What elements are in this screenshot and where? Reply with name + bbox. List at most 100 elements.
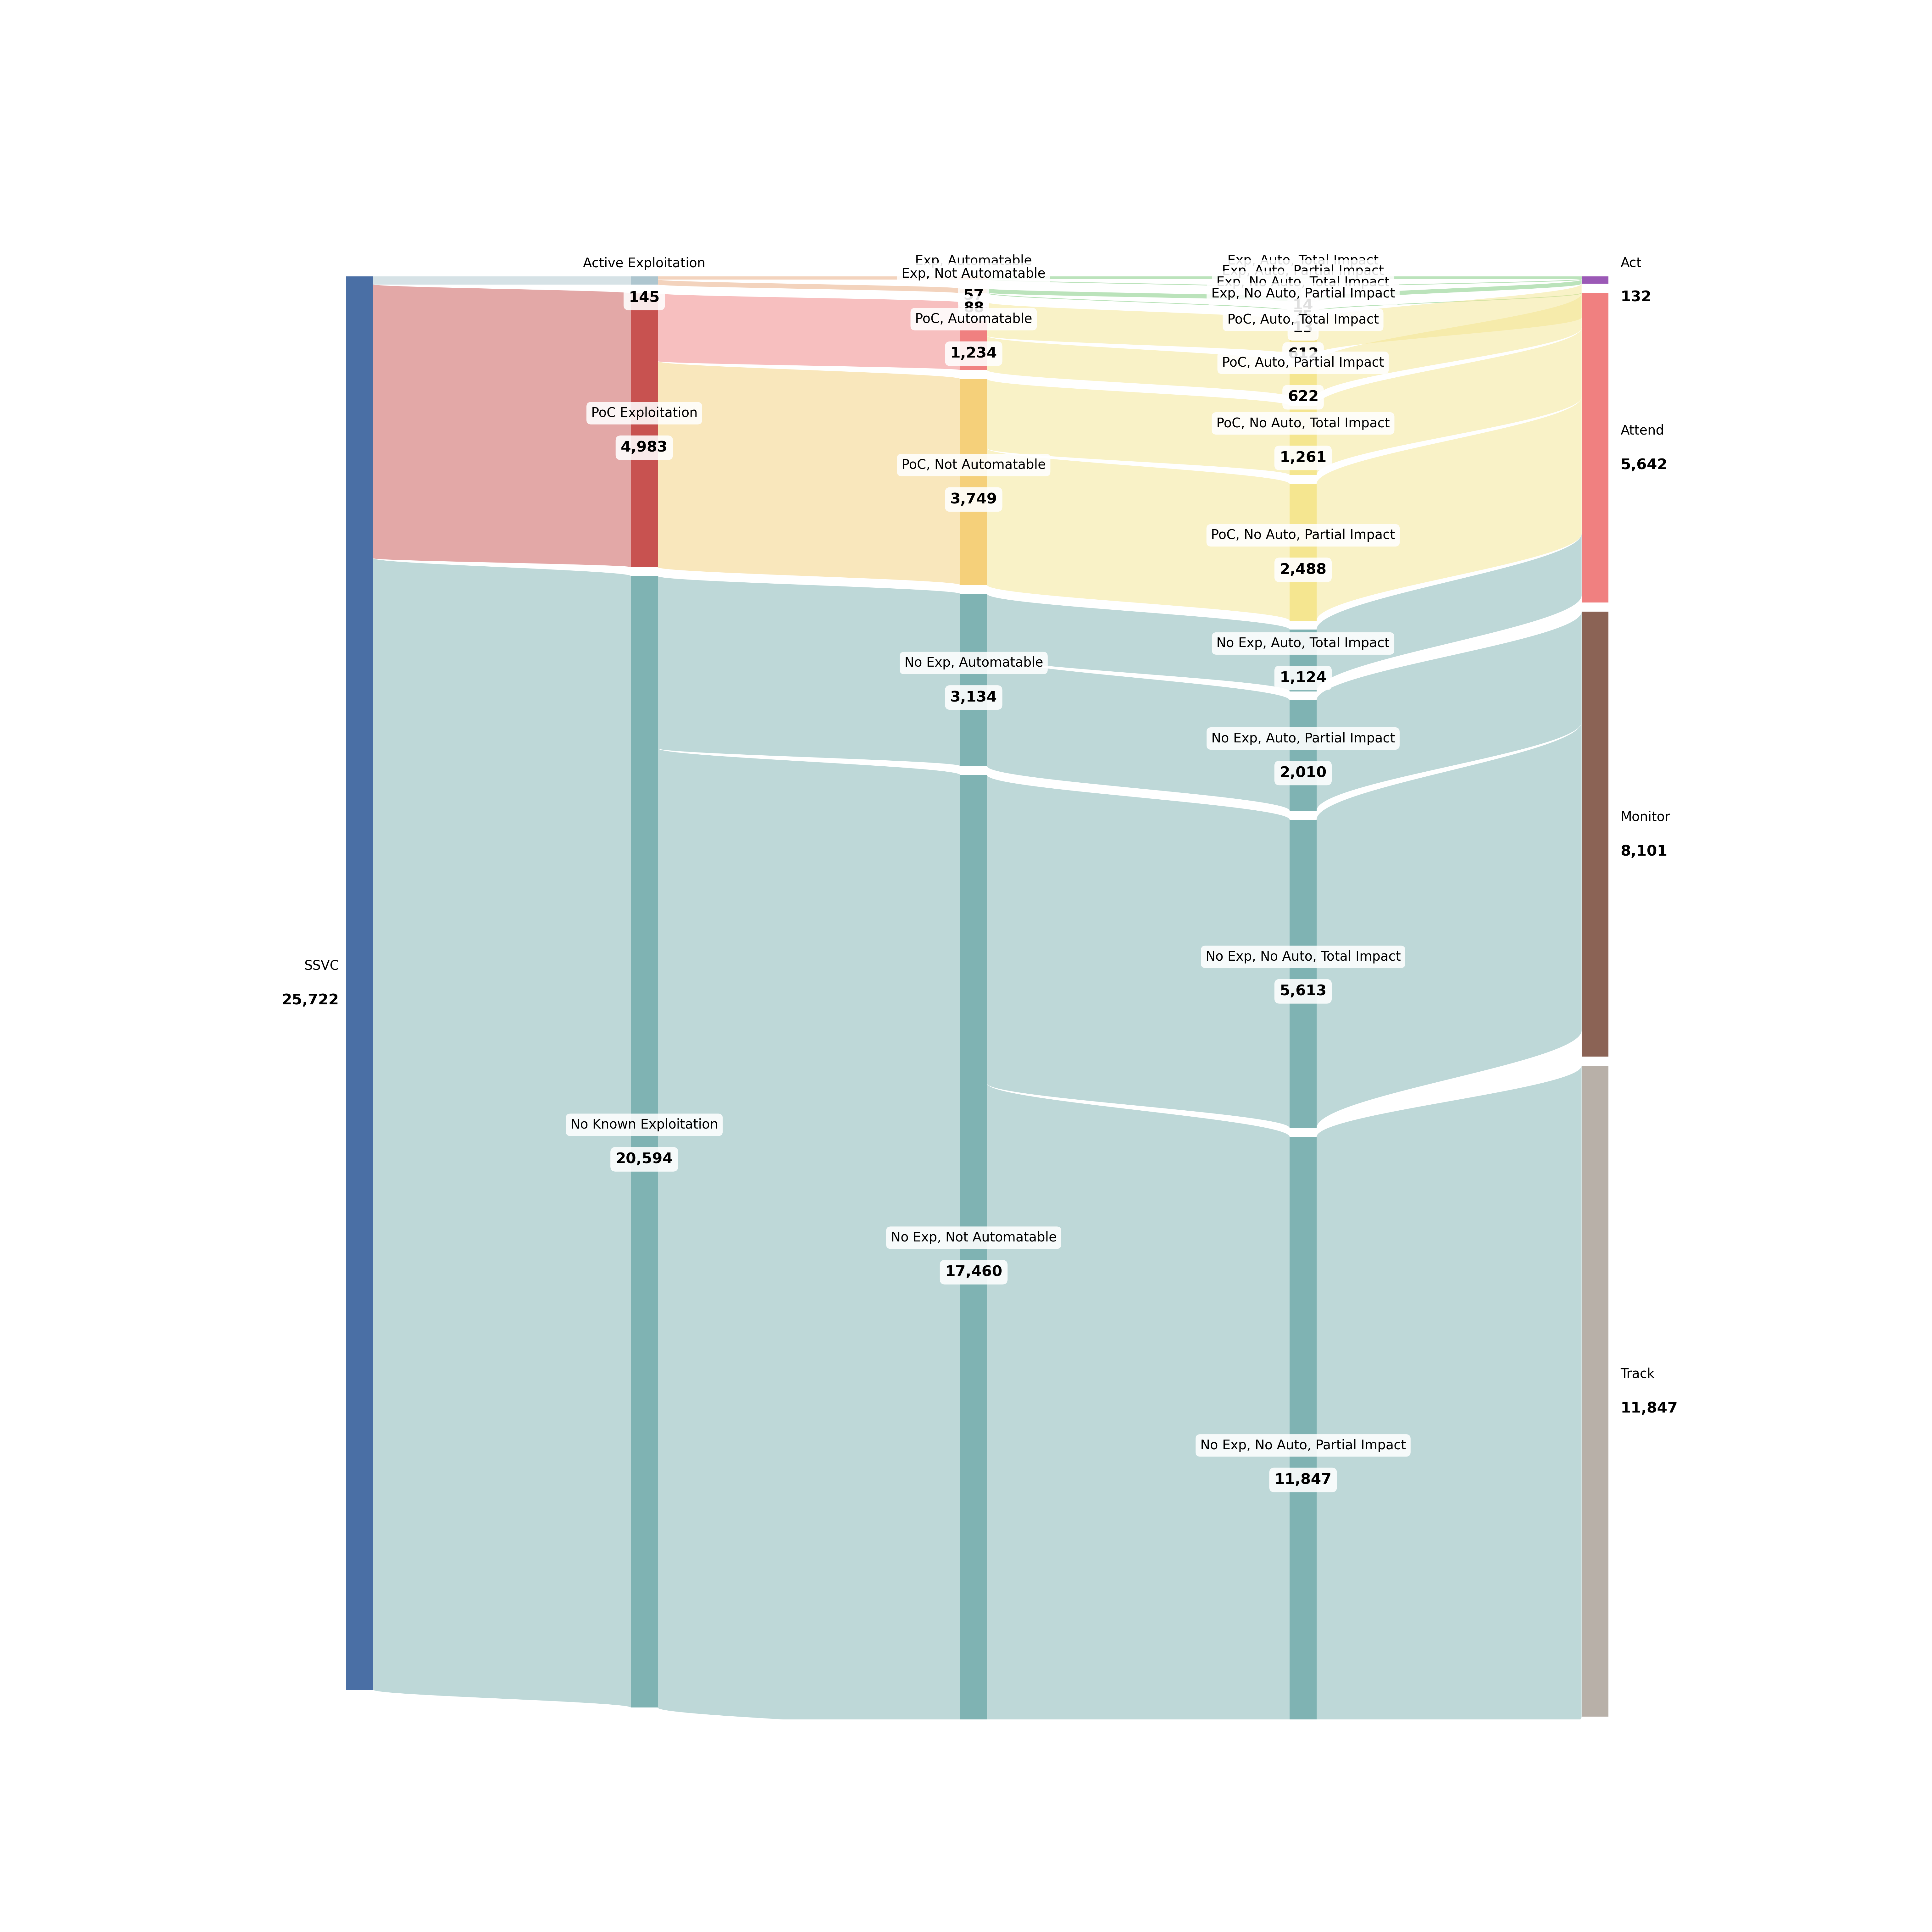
Bar [1582,292,1609,603]
Bar [1291,1138,1316,1787]
Text: PoC, No Auto, Total Impact: PoC, No Auto, Total Impact [1217,417,1389,431]
Text: No Exp, No Auto, Total Impact: No Exp, No Auto, Total Impact [1206,951,1401,964]
Text: Exp, No Auto, Partial Impact: Exp, No Auto, Partial Impact [1211,288,1395,301]
Text: 25,722: 25,722 [282,993,338,1009]
Text: No Exp, Auto, Total Impact: No Exp, Auto, Total Impact [1217,638,1389,649]
Polygon shape [1316,612,1582,811]
Text: 17,460: 17,460 [945,1265,1003,1279]
Text: 1,234: 1,234 [951,346,997,361]
Text: Exp, Auto, Partial Impact: Exp, Auto, Partial Impact [1223,265,1383,278]
Polygon shape [987,1084,1291,1787]
Text: 88: 88 [964,301,983,315]
Text: 2,010: 2,010 [1279,765,1327,781]
Polygon shape [987,775,1291,1128]
Text: No Exp, Not Automatable: No Exp, Not Automatable [891,1231,1057,1244]
Polygon shape [1316,328,1582,475]
Text: 5,642: 5,642 [1621,458,1667,471]
Bar [960,276,987,280]
Polygon shape [987,276,1291,278]
Text: 14: 14 [1293,299,1314,313]
Polygon shape [987,301,1291,354]
Polygon shape [987,278,1291,288]
Polygon shape [1316,280,1582,301]
Bar [1582,612,1609,1057]
Text: 1,261: 1,261 [1279,450,1327,466]
Polygon shape [987,288,1291,301]
Text: 3,134: 3,134 [951,690,997,705]
Text: PoC, Auto, Total Impact: PoC, Auto, Total Impact [1227,313,1379,327]
Bar [346,276,373,1690]
Text: Exp, No Auto, Total Impact: Exp, No Auto, Total Impact [1217,276,1389,290]
Text: 132: 132 [1621,290,1652,305]
Bar [1291,819,1316,1128]
Bar [1291,630,1316,692]
Text: PoC, Automatable: PoC, Automatable [916,313,1032,327]
Text: 2,488: 2,488 [1279,562,1327,578]
Bar [960,301,987,371]
Polygon shape [657,294,960,371]
Bar [960,379,987,585]
Polygon shape [657,276,960,280]
Polygon shape [1316,278,1582,288]
Polygon shape [1316,723,1582,1128]
Text: 20,594: 20,594 [616,1151,672,1167]
Polygon shape [373,558,630,1708]
Text: Exp, Not Automatable: Exp, Not Automatable [902,267,1045,280]
Bar [630,576,657,1708]
Text: 3,749: 3,749 [951,493,997,506]
Polygon shape [657,576,960,767]
Bar [1291,276,1316,278]
Text: PoC, No Auto, Partial Impact: PoC, No Auto, Partial Impact [1211,529,1395,543]
Text: 13: 13 [1293,321,1314,336]
Bar [1291,321,1316,354]
Polygon shape [987,292,1291,311]
Text: 5,613: 5,613 [1279,983,1327,999]
Text: Act: Act [1621,257,1642,270]
Text: SSVC: SSVC [303,960,338,972]
Text: 43: 43 [1293,288,1314,301]
Polygon shape [987,655,1291,811]
Text: No Known Exploitation: No Known Exploitation [570,1119,719,1132]
Polygon shape [1316,533,1582,692]
Polygon shape [373,276,630,284]
Text: 8,101: 8,101 [1621,844,1667,858]
Text: No Exp, Auto, Partial Impact: No Exp, Auto, Partial Impact [1211,732,1395,746]
Text: 1,124: 1,124 [1279,670,1327,686]
Text: 57: 57 [964,288,983,303]
Polygon shape [1316,294,1582,396]
Text: PoC, Auto, Partial Impact: PoC, Auto, Partial Impact [1223,355,1383,369]
Text: 612: 612 [1287,348,1320,361]
Bar [1291,298,1316,301]
Text: Active Exploitation: Active Exploitation [583,257,705,270]
Polygon shape [657,361,960,585]
Text: Exp, Auto, Total Impact: Exp, Auto, Total Impact [1227,253,1379,267]
Text: 11,847: 11,847 [1275,1472,1331,1488]
Polygon shape [987,379,1291,475]
Text: Monitor: Monitor [1621,811,1671,823]
Text: 145: 145 [628,292,661,305]
Bar [1291,406,1316,475]
Bar [960,288,987,294]
Bar [630,276,657,284]
Bar [1291,699,1316,811]
Text: Track: Track [1621,1368,1654,1381]
Text: No Exp, No Auto, Partial Impact: No Exp, No Auto, Partial Impact [1200,1439,1406,1453]
Text: PoC, Not Automatable: PoC, Not Automatable [902,458,1045,471]
Polygon shape [1316,292,1582,311]
Text: 622: 622 [1287,390,1320,404]
Polygon shape [1316,276,1582,278]
Polygon shape [1316,284,1582,354]
Text: 4,983: 4,983 [620,440,668,454]
Text: 75: 75 [1293,309,1314,325]
Bar [1582,1066,1609,1716]
Bar [960,593,987,767]
Polygon shape [657,748,960,1735]
Text: No Exp, Automatable: No Exp, Automatable [904,657,1043,670]
Polygon shape [1316,1066,1582,1787]
Polygon shape [373,284,630,568]
Text: Exp, Automatable: Exp, Automatable [916,255,1032,269]
Text: PoC Exploitation: PoC Exploitation [591,406,697,419]
Polygon shape [987,448,1291,620]
Bar [1291,363,1316,396]
Text: Attend: Attend [1621,423,1663,437]
